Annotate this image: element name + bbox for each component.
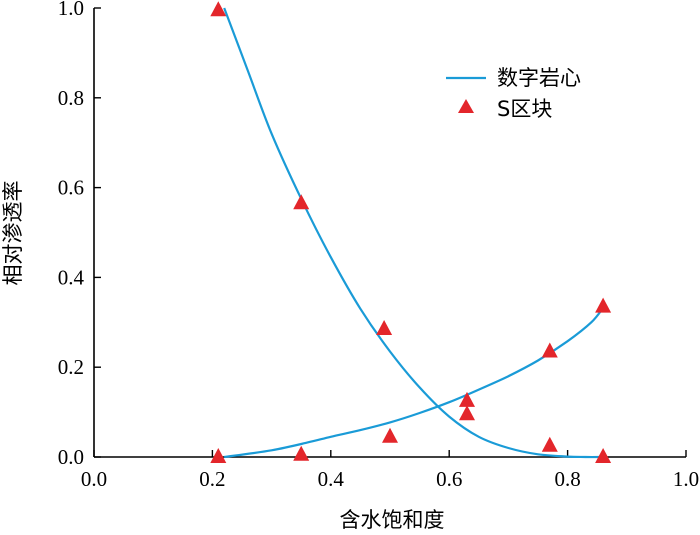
markers <box>210 1 612 463</box>
data-point-marker <box>376 320 393 335</box>
data-point-marker <box>595 448 612 463</box>
data-point-marker <box>382 427 398 443</box>
y-ticks: 0.0 0.2 0.4 0.6 0.8 1.0 <box>58 0 101 469</box>
legend-marker-label: S区块 <box>497 97 552 121</box>
y-tick-label: 1.0 <box>58 0 84 20</box>
y-axis-title: 相对渗透率 <box>1 181 25 286</box>
data-point-marker <box>293 194 310 210</box>
data-point-marker <box>210 1 227 17</box>
data-point-marker <box>459 405 475 421</box>
x-tick-label: 0.4 <box>318 467 345 491</box>
curve-oil-kr <box>223 7 604 459</box>
x-tick-label: 0.6 <box>436 467 462 491</box>
y-tick-label: 0.2 <box>58 355 84 379</box>
y-tick-label: 0.0 <box>58 445 84 469</box>
x-ticks: 0.0 0.2 0.4 0.6 0.8 1.0 <box>81 450 699 491</box>
y-tick-label: 0.8 <box>58 86 84 110</box>
data-point-marker <box>210 448 227 463</box>
legend: 数字岩心 S区块 <box>446 66 581 121</box>
data-point-marker <box>541 436 558 452</box>
y-tick-label: 0.6 <box>58 176 84 200</box>
x-tick-label: 0.0 <box>81 467 107 491</box>
curve-water-kr <box>224 307 604 459</box>
legend-marker-swatch <box>458 99 474 113</box>
data-point-marker <box>541 342 558 358</box>
data-point-marker <box>293 445 310 461</box>
axes <box>93 8 686 458</box>
data-point-marker <box>595 297 612 313</box>
x-tick-label: 0.2 <box>199 467 225 491</box>
x-tick-label: 0.8 <box>554 467 580 491</box>
legend-line-label: 数字岩心 <box>497 66 581 90</box>
curves <box>223 7 604 459</box>
x-tick-label: 1.0 <box>673 467 699 491</box>
y-tick-label: 0.4 <box>58 265 85 289</box>
x-axis-title: 含水饱和度 <box>340 508 445 532</box>
data-point-marker <box>459 391 475 407</box>
plot-area <box>210 1 612 463</box>
